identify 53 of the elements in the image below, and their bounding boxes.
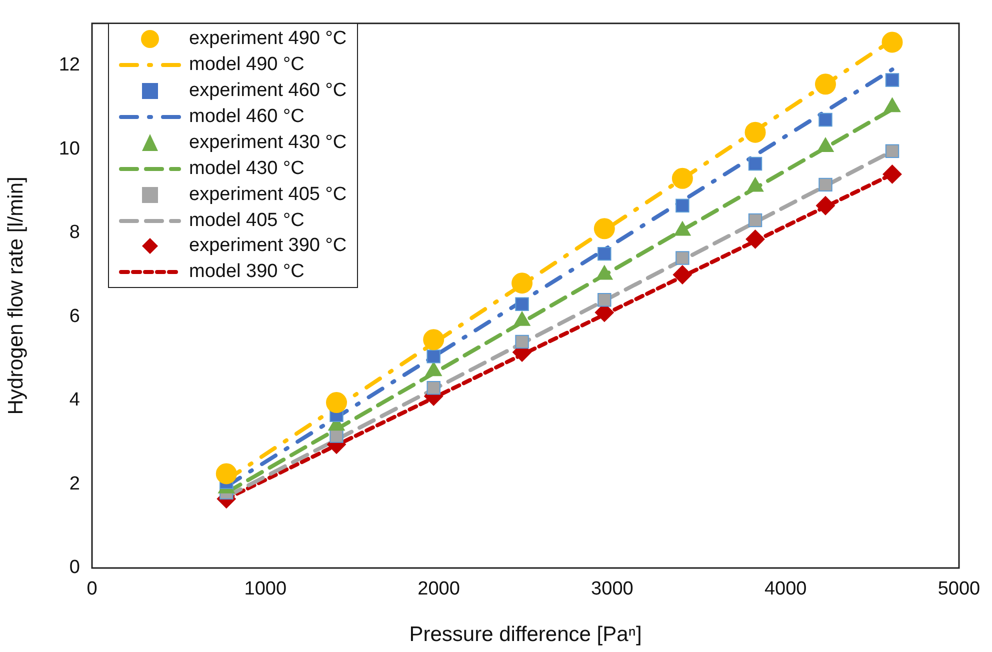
point — [746, 230, 765, 249]
legend-label: model 460 °C — [189, 106, 304, 128]
point — [426, 350, 440, 364]
point — [818, 178, 832, 192]
point — [676, 198, 690, 212]
point — [885, 144, 900, 158]
y-tick-label: 4 — [69, 390, 80, 411]
legend-label: experiment 430 °C — [189, 132, 347, 154]
point — [885, 73, 900, 87]
legend-label: model 405 °C — [189, 210, 304, 232]
point — [748, 213, 762, 228]
x-tick-label: 5000 — [938, 578, 980, 600]
point — [748, 156, 762, 171]
y-tick-label: 10 — [58, 138, 80, 160]
legend-label: experiment 390 °C — [189, 235, 347, 258]
y-tick-label: 0 — [69, 557, 80, 578]
y-axis-title: Hydrogen flow rate [l/min] — [4, 176, 28, 415]
legend-label: experiment 460 °C — [189, 80, 347, 102]
point — [515, 334, 529, 349]
point — [326, 392, 347, 414]
x-tick-label: 1000 — [244, 578, 287, 600]
point — [515, 297, 529, 311]
x-axis-title: Pressure difference [Paⁿ] — [409, 623, 642, 646]
legend-label: model 430 °C — [189, 158, 304, 180]
point — [816, 196, 835, 216]
point — [594, 218, 615, 240]
y-tick-label: 8 — [69, 222, 80, 244]
y-tick-label: 12 — [58, 54, 80, 76]
y-tick-label: 6 — [69, 306, 80, 327]
point — [676, 251, 690, 265]
y-tick-label: 2 — [69, 473, 80, 494]
point — [216, 463, 237, 484]
point — [882, 164, 902, 184]
point — [598, 246, 612, 261]
legend-label: model 390 °C — [189, 261, 304, 284]
legend-label: experiment 405 °C — [189, 184, 347, 206]
point — [330, 429, 344, 443]
point — [882, 32, 903, 53]
point — [672, 168, 693, 189]
point — [818, 112, 832, 127]
point — [598, 293, 612, 307]
point — [426, 381, 440, 395]
point — [744, 122, 766, 143]
legend-label: model 490 °C — [189, 54, 304, 76]
x-tick-label: 4000 — [764, 578, 807, 600]
point — [814, 74, 836, 95]
point — [512, 272, 533, 294]
point — [423, 329, 444, 350]
legend-label: experiment 490 °C — [189, 28, 347, 50]
x-tick-label: 2000 — [418, 578, 460, 600]
x-tick-label: 3000 — [591, 578, 634, 600]
point — [672, 265, 692, 284]
x-tick-label: 0 — [86, 578, 98, 600]
